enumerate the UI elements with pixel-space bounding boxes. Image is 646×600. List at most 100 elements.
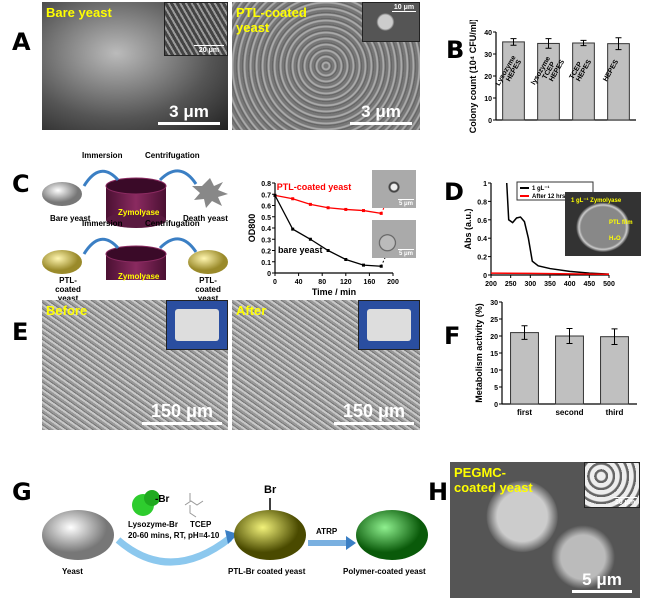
data-point: [291, 227, 295, 231]
row-bare: [42, 169, 228, 228]
y-tick-label: 1: [483, 181, 487, 188]
data-point: [308, 237, 312, 241]
y-tick-label: 0.8: [477, 199, 487, 206]
series-line: [505, 182, 610, 275]
inset-label: H₂O: [609, 236, 621, 242]
data-point: [326, 206, 330, 210]
step-centrifugation-2: Centrifugation: [145, 219, 200, 228]
inset-bare-cell: 5 μm: [372, 220, 416, 258]
x-tick-label: first: [517, 408, 532, 417]
dead-yeast-shape: [192, 178, 228, 208]
data-point: [362, 209, 365, 213]
y-tick-label: 0.5: [261, 215, 271, 222]
series-label: PTL-coated yeast: [277, 182, 352, 192]
sem-image-after: After 150 μm: [232, 300, 420, 430]
x-tick-label: 400: [564, 281, 576, 288]
data-point: [308, 202, 312, 206]
y-tick-label: 0: [483, 273, 487, 280]
inset-film-photo: [358, 300, 420, 350]
bar: [510, 332, 539, 405]
y-tick-label: 0.4: [261, 226, 271, 233]
x-tick-label: 40: [295, 279, 303, 286]
reagent-lysozyme-br: Lysozyme-Br: [128, 520, 178, 529]
error-bar: [510, 38, 517, 46]
x-axis-label: Time / min: [312, 287, 356, 297]
tcep-structure-icon: [184, 493, 204, 518]
step-centrifugation: Centrifugation: [145, 151, 200, 160]
x-axis-label: Wavenumber (cm⁻¹): [507, 289, 592, 290]
step-immersion: Immersion: [82, 151, 123, 160]
error-bar: [521, 325, 528, 340]
image-title: Bare yeast: [46, 5, 112, 20]
ptl-br-yeast-shape: [234, 510, 306, 560]
y-tick-label: 10: [490, 368, 498, 375]
y-axis-label: Metabolism activity (%): [474, 303, 484, 403]
y-tick-label: 0.2: [477, 255, 487, 262]
error-bar: [615, 37, 622, 51]
inset-petri-dish: 1 gL⁻¹ Zymolyase PTL film H₂O: [565, 192, 641, 256]
sem-image-pegmc-yeast: PEGMC-coated yeast 20 μm 5 μm: [450, 462, 640, 598]
inset-coated-cell: 5 μm: [372, 170, 416, 208]
panel-label-g: G: [12, 478, 32, 506]
y-tick-label: 10: [484, 96, 492, 103]
bar: [555, 335, 584, 405]
data-point: [273, 193, 277, 197]
legend-label: After 12 hrs Infiltration: [532, 194, 597, 200]
x-tick-label: third: [606, 408, 624, 417]
inset-label: PTL film: [609, 220, 633, 226]
panel-label-d: D: [444, 178, 464, 206]
inset-scale-label: 20 μm: [198, 47, 220, 54]
sem-image-before: Before 150 μm: [42, 300, 228, 430]
bar: [607, 43, 630, 121]
series-line: [274, 195, 382, 267]
y-tick-label: 20: [490, 334, 498, 341]
ptl-br-label: PTL-Br coated yeast: [228, 567, 306, 576]
scale-label: 3 μm: [169, 102, 209, 121]
image-title: Before: [46, 303, 88, 318]
atrp-label: ATRP: [316, 527, 338, 536]
bar: [537, 42, 560, 121]
y-tick-label: 0.6: [261, 204, 271, 211]
inset-scale-label: 10 μm: [393, 4, 415, 11]
x-tick-label: second: [555, 408, 583, 417]
image-title: After: [236, 303, 267, 318]
y-axis-label: Abs (a.u.): [463, 208, 473, 249]
arrow-icon: [158, 169, 198, 185]
yeast-shape: [42, 510, 114, 560]
y-tick-label: 0: [488, 118, 492, 125]
reaction-conditions: 20-60 mins, RT, pH=4-10: [128, 531, 220, 540]
y-tick-label: 20: [484, 74, 492, 81]
panel-label-b: B: [446, 36, 465, 64]
data-point: [344, 207, 348, 211]
y-tick-label: 0.2: [261, 249, 271, 256]
data-point: [362, 263, 365, 267]
series-label: bare yeast: [278, 245, 323, 255]
y-axis-label: Colony count (10⁴ CFU/ml): [468, 20, 478, 133]
x-tick-label: 80: [318, 279, 326, 286]
atrp-arrow-icon: [346, 536, 356, 550]
image-title: PTL-coated yeast: [236, 5, 307, 35]
error-bar: [611, 328, 618, 345]
inset-scale-label: 5 μm: [398, 201, 413, 207]
arrow-icon: [82, 169, 120, 187]
image-title: PEGMC-coated yeast: [454, 465, 533, 495]
inset-scale-label: 5 μm: [398, 251, 413, 257]
bare-yeast-shape: [42, 182, 82, 206]
data-point: [326, 249, 330, 252]
panel-g-scheme: [42, 490, 428, 566]
reaction-arrow-icon: [115, 535, 233, 566]
bar: [600, 336, 629, 405]
series-line: [490, 272, 610, 276]
x-tick-label: 350: [544, 281, 556, 288]
x-tick-label: 300: [524, 281, 536, 288]
panel-label-f: F: [444, 322, 461, 350]
sem-image-bare-yeast: Bare yeast 20 μm 3 μm: [42, 2, 228, 130]
br-label-2: Br: [264, 484, 277, 496]
x-tick-label: 450: [583, 281, 595, 288]
y-tick-label: 0.1: [261, 260, 271, 267]
error-bar: [566, 328, 573, 344]
x-tick-label: 160: [364, 279, 376, 286]
inset-scale-label: 20 μm: [614, 499, 636, 506]
y-tick-label: 40: [484, 30, 492, 37]
bare-yeast-label: Bare yeast: [50, 214, 91, 223]
